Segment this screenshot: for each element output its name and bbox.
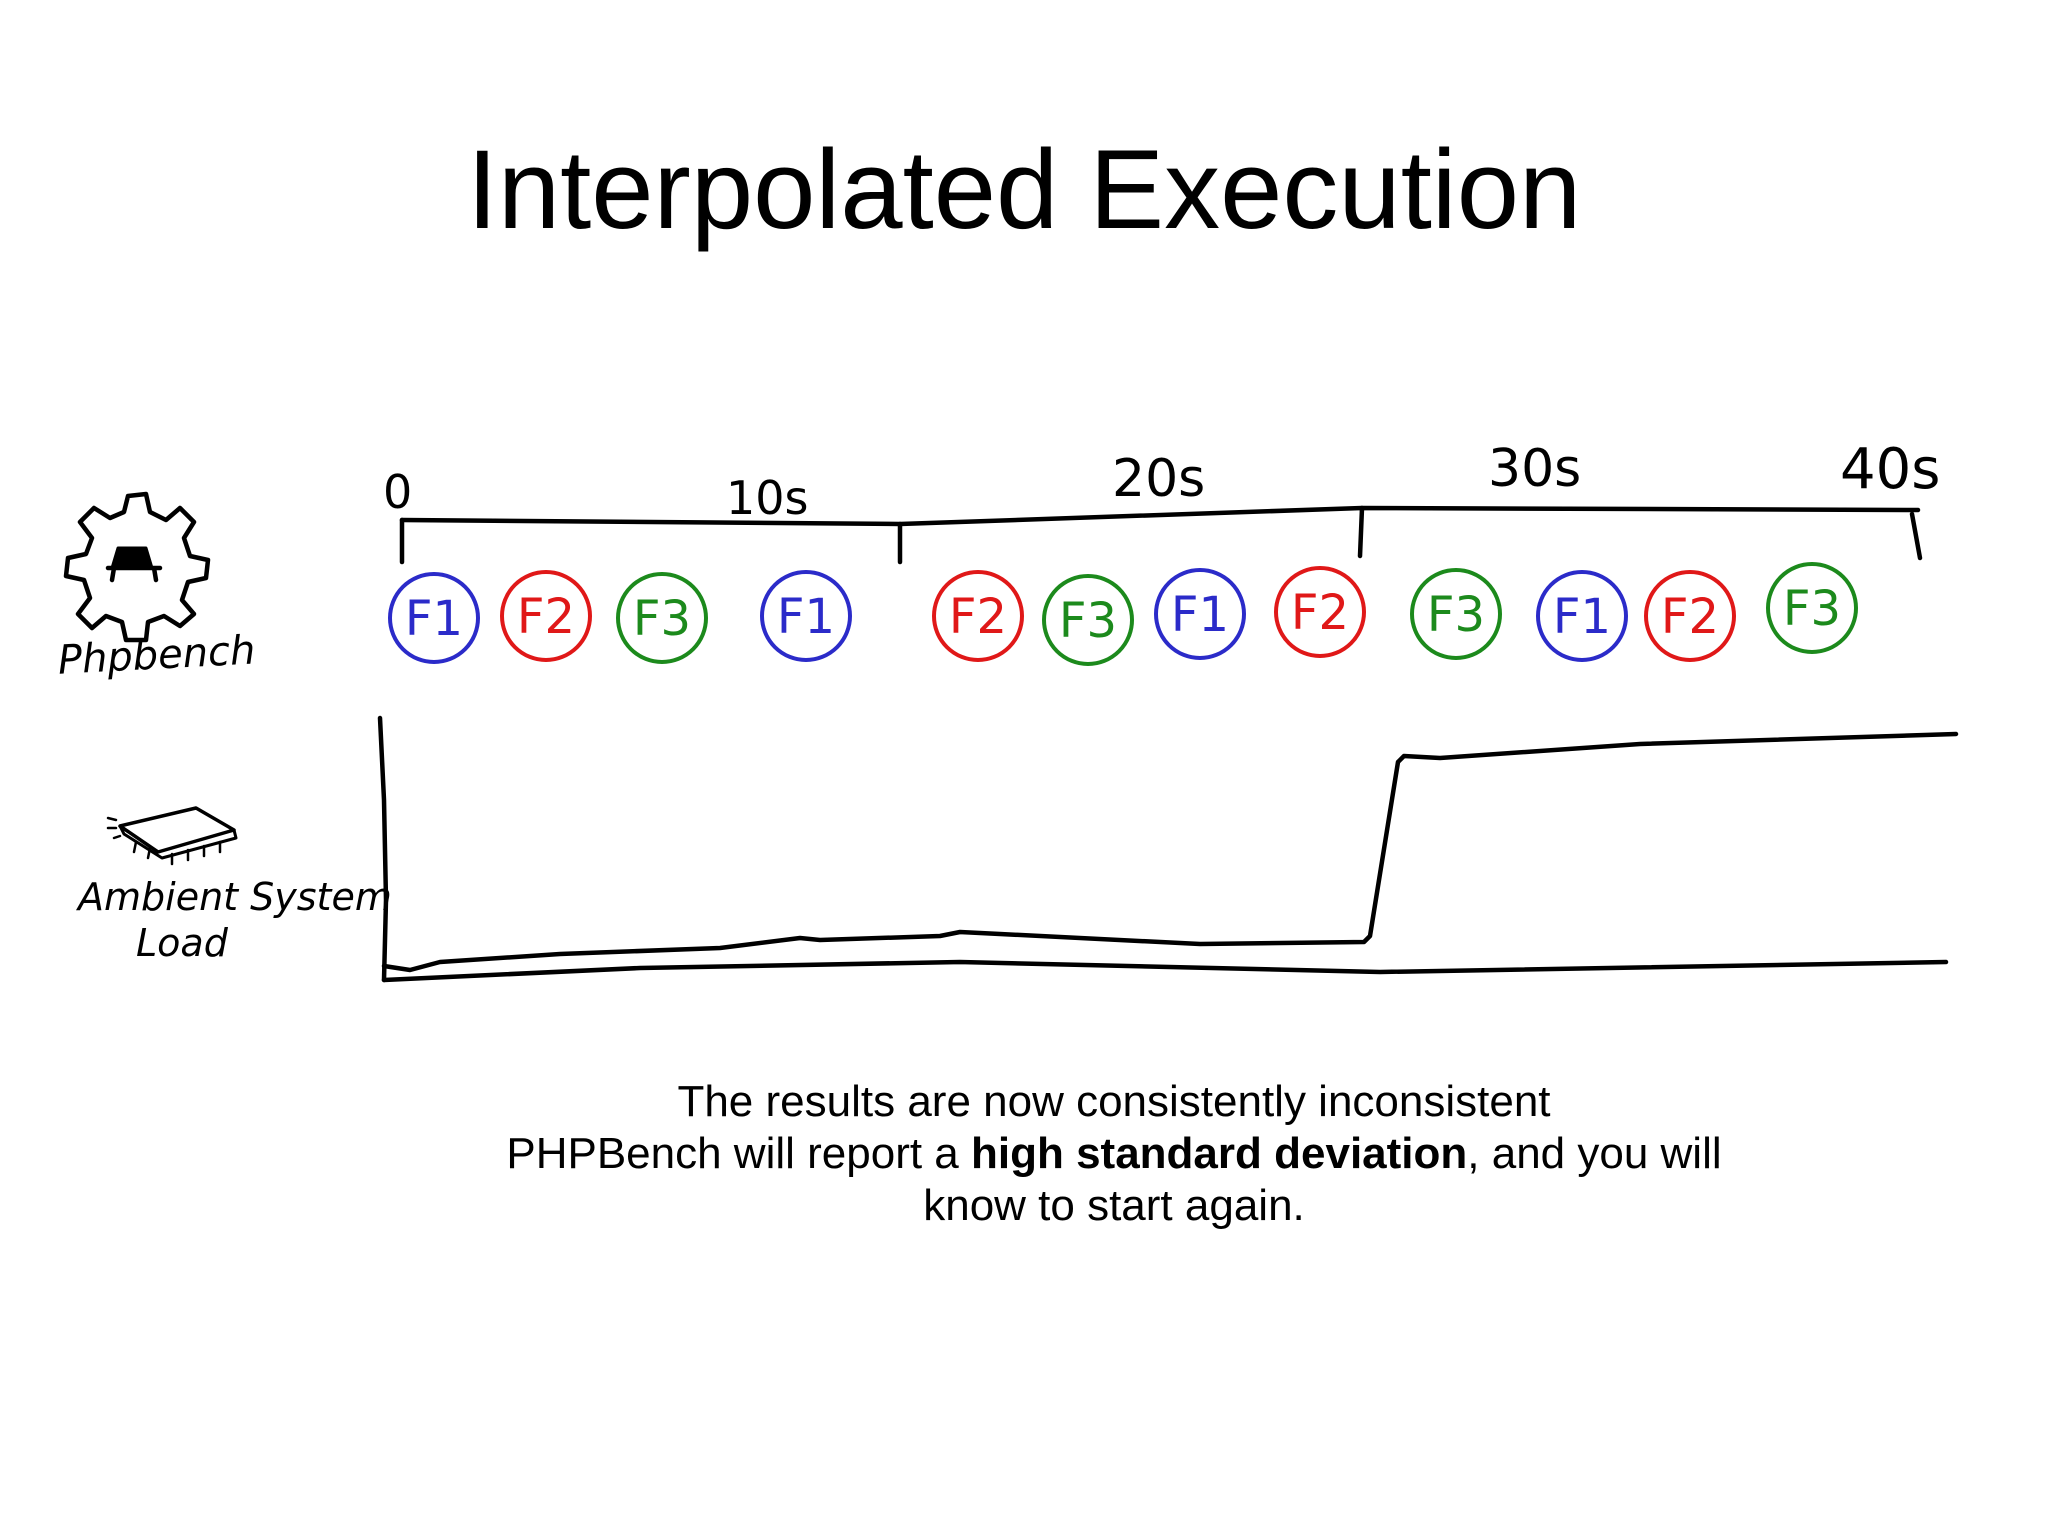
run-label: F3 — [633, 591, 691, 647]
run-label: F1 — [1553, 589, 1611, 645]
benchmark-runs: F1 F2 F3 F1 F2 F3 F1 F2 F3 F1 F2 F3 — [388, 562, 1858, 666]
slide-caption: The results are now consistently inconsi… — [424, 1076, 1804, 1232]
run-label: F1 — [777, 589, 835, 645]
run-circle-outline — [760, 570, 852, 662]
caption-line-2: PHPBench will report a high standard dev… — [424, 1128, 1804, 1180]
run-circle-outline — [616, 572, 708, 664]
timeline-axis — [399, 505, 1921, 527]
run-label: F3 — [1783, 581, 1841, 637]
load-level-line — [381, 731, 1959, 973]
run-circle-f1: F1 — [760, 570, 852, 662]
run-circle-outline — [1644, 570, 1736, 662]
run-label: F2 — [1291, 585, 1349, 641]
tick-label-0: 0 — [383, 465, 412, 519]
run-label: F1 — [405, 591, 463, 647]
slide-title: Interpolated Execution — [466, 127, 1582, 252]
run-label: F3 — [1427, 587, 1485, 643]
run-circle-f2: F2 — [1274, 566, 1366, 658]
cpu-chip-icon — [106, 806, 238, 866]
run-circle-f2: F2 — [932, 570, 1024, 662]
ambient-load-label-line1: Ambient System — [75, 875, 392, 919]
tick-label-30s: 30s — [1488, 439, 1581, 499]
timeline-tick — [1357, 505, 1365, 559]
run-circle-outline — [388, 572, 480, 664]
run-label: F2 — [1661, 589, 1719, 645]
run-label: F3 — [1059, 593, 1117, 649]
tick-label-10s: 10s — [726, 471, 809, 525]
load-box-baseline — [381, 959, 1949, 983]
timeline-tick — [1909, 511, 1923, 561]
run-circle-outline — [1766, 562, 1858, 654]
run-circle-f1: F1 — [1536, 570, 1628, 662]
run-circle-outline — [1274, 566, 1366, 658]
phpbench-label: Phpbench — [57, 627, 257, 683]
caption-line-2-suffix: , and you will — [1467, 1129, 1722, 1178]
caption-emphasis: high standard deviation — [971, 1129, 1468, 1178]
run-circle-f2: F2 — [1644, 570, 1736, 662]
tick-label-20s: 20s — [1112, 449, 1205, 509]
tick-label-40s: 40s — [1840, 437, 1940, 502]
run-circle-outline — [500, 570, 592, 662]
run-circle-outline — [1042, 574, 1134, 666]
run-circle-f3: F3 — [1410, 568, 1502, 660]
caption-line-2-prefix: PHPBench will report a — [506, 1129, 971, 1178]
run-circle-f3: F3 — [616, 572, 708, 664]
run-label: F1 — [1171, 587, 1229, 643]
run-circle-f3: F3 — [1766, 562, 1858, 654]
load-box-left — [377, 715, 389, 983]
ambient-load-label-line2: Load — [136, 921, 229, 965]
caption-line-3: know to start again. — [923, 1181, 1305, 1230]
run-circle-outline — [1410, 568, 1502, 660]
run-circle-f1: F1 — [388, 572, 480, 664]
run-circle-f2: F2 — [500, 570, 592, 662]
caption-line-1: The results are now consistently inconsi… — [677, 1077, 1551, 1126]
run-circle-f1: F1 — [1154, 568, 1246, 660]
run-circle-f3: F3 — [1042, 574, 1134, 666]
gear-icon — [63, 491, 211, 643]
run-label: F2 — [517, 589, 575, 645]
run-circle-outline — [932, 570, 1024, 662]
run-circle-outline — [1536, 570, 1628, 662]
run-circle-outline — [1154, 568, 1246, 660]
run-label: F2 — [949, 589, 1007, 645]
